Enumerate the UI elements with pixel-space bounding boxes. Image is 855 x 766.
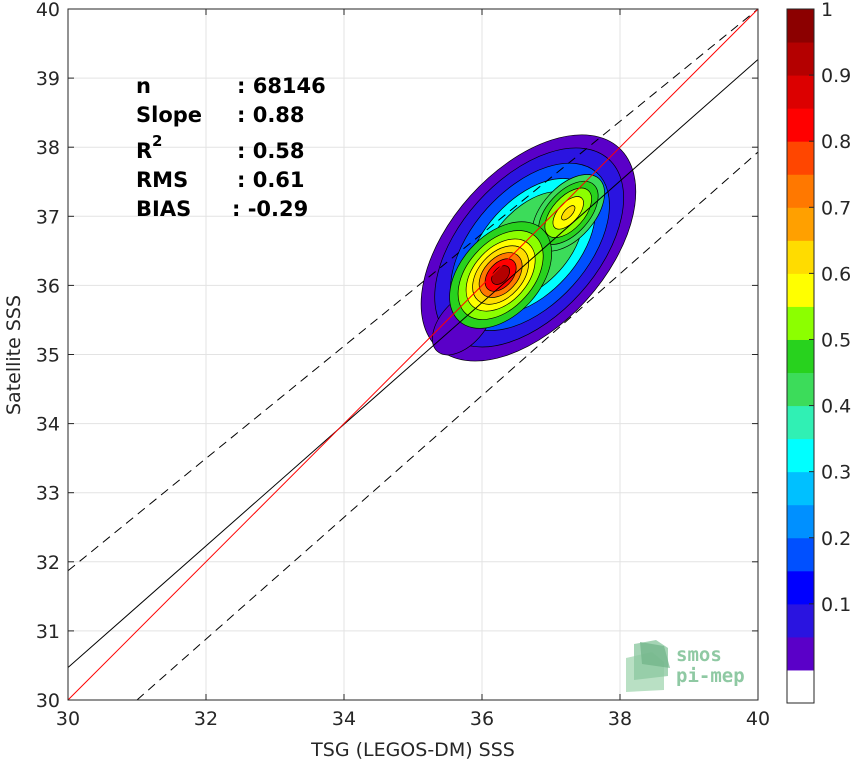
axis-ticks: 30 32 34 36 38 40 30 31 32 33 34 35 36 37 38 39 40 <box>36 0 770 730</box>
colorbar-band <box>787 240 814 274</box>
line-lower_bound <box>136 151 758 700</box>
y-tick-label: 40 <box>36 0 60 21</box>
stats-block: n : 68146 Slope : 0.88 R 2 : 0.58 RMS : … <box>136 74 326 221</box>
colorbar: 0.1 0.2 0.3 0.4 0.5 0.6 0.7 0.8 0.9 1 <box>786 0 851 704</box>
colorbar-band <box>787 669 814 704</box>
logo-text-smos: smos <box>676 644 722 666</box>
x-tick-label: 32 <box>194 708 218 730</box>
colorbar-band <box>787 141 814 175</box>
colorbar-band <box>787 174 814 208</box>
y-tick-label: 38 <box>36 137 60 159</box>
x-tick-label: 36 <box>470 708 494 730</box>
colorbar-tick-label: 0.4 <box>821 396 851 418</box>
stat-value-n: : 68146 <box>237 74 326 98</box>
colorbar-tick-label: 0.7 <box>821 197 851 219</box>
colorbar-band <box>787 405 814 440</box>
colorbar-band <box>787 9 814 43</box>
density-contours <box>420 134 637 362</box>
colorbar-band <box>787 504 814 539</box>
stat-label-rms: RMS <box>136 168 188 192</box>
colorbar-band <box>787 438 814 473</box>
colorbar-band <box>787 537 814 572</box>
x-tick-label: 38 <box>608 708 632 730</box>
reference-lines <box>68 9 758 700</box>
stat-label-slope: Slope <box>136 103 202 127</box>
colorbar-band <box>787 273 814 307</box>
y-tick-label: 35 <box>36 345 60 367</box>
colorbar-band <box>787 306 814 340</box>
colorbar-band <box>787 108 814 142</box>
logo-text-pimep: pi-mep <box>676 665 745 687</box>
x-tick-label: 34 <box>332 708 356 730</box>
x-tick-label: 30 <box>56 708 80 730</box>
colorbar-tick-label: 0.9 <box>821 65 851 87</box>
y-tick-label: 39 <box>36 68 60 90</box>
colorbar-tick-label: 0.8 <box>821 131 851 153</box>
y-tick-label: 36 <box>36 275 60 297</box>
colorbar-band <box>787 636 814 671</box>
y-tick-label: 37 <box>36 206 60 228</box>
stat-value-rms: : 0.61 <box>237 168 305 192</box>
colorbar-tick-label: 0.6 <box>821 263 851 285</box>
colorbar-band <box>787 471 814 506</box>
y-tick-label: 32 <box>36 552 60 574</box>
colorbar-band <box>787 372 814 407</box>
line-fit <box>68 59 758 668</box>
y-axis-label: Satellite SSS <box>3 295 25 415</box>
line-upper_bound <box>68 9 758 572</box>
colorbar-frame <box>786 8 815 704</box>
colorbar-band <box>787 207 814 241</box>
colorbar-band <box>787 339 814 374</box>
grid <box>67 8 759 701</box>
y-tick-label: 31 <box>36 621 60 643</box>
colorbar-band <box>787 75 814 109</box>
stat-label-bias: BIAS <box>136 197 191 221</box>
logo-emblem-top <box>640 642 670 668</box>
colorbar-tick-label: 1 <box>821 0 833 21</box>
y-tick-label: 33 <box>36 483 60 505</box>
line-identity <box>68 9 758 700</box>
colorbar-band <box>787 570 814 605</box>
colorbar-tick-label: 0.1 <box>821 594 851 616</box>
x-axis-label: TSG (LEGOS-DM) SSS <box>310 739 515 761</box>
colorbar-tick-label: 0.3 <box>821 462 851 484</box>
stat-value-bias: : -0.29 <box>232 197 308 221</box>
colorbar-band <box>787 42 814 76</box>
stat-label-r2-sup: 2 <box>152 132 162 150</box>
stat-label-n: n <box>136 74 151 98</box>
smos-pimep-logo: smos pi-mep <box>626 640 745 692</box>
x-tick-label: 40 <box>746 708 770 730</box>
y-tick-label: 34 <box>36 414 60 436</box>
contour-peak-1 <box>491 265 510 285</box>
stat-label-r2: R <box>136 139 152 163</box>
contour-peak-2 <box>561 205 576 221</box>
colorbar-tick-label: 0.2 <box>821 528 851 550</box>
stat-value-slope: : 0.88 <box>237 103 305 127</box>
stat-value-r2: : 0.58 <box>237 139 305 163</box>
y-tick-label: 30 <box>36 690 60 712</box>
colorbar-band <box>787 603 814 638</box>
colorbar-tick-label: 0.5 <box>821 329 851 351</box>
